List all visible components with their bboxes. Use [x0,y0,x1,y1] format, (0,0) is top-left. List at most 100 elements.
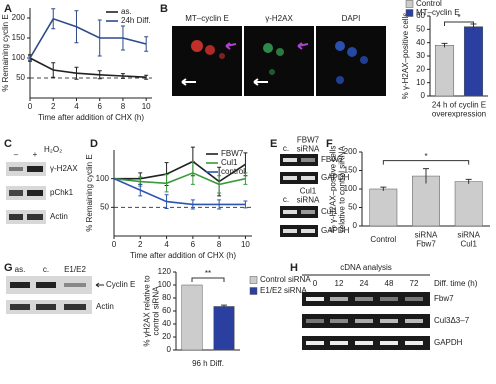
y-axis-label: % γ-H2AX–positive cells [401,13,410,100]
significance-label: ** [205,269,211,278]
x-tick-label: 4 [74,102,79,111]
x-tick-label: 8 [217,240,222,249]
panel-letter: D [90,138,98,150]
micrographs [172,26,386,96]
x-axis-label: 96 h Diff. [192,359,224,368]
bar [454,181,483,227]
panel-letter: A [4,3,12,15]
panel-letter: F [326,138,333,150]
legend-swatch [405,9,414,17]
blot-header: FBW7 siRNA [297,136,320,154]
x-tick-label: 4 [164,240,169,249]
blot-header: 12 [335,279,344,288]
x-tick-label: Control [370,235,396,244]
legend-label: Cul1 [221,158,238,167]
x-tick-label: 10 [241,240,250,249]
blot-header: – [14,150,19,159]
x-tick-label: 6 [97,102,102,111]
y-tick-label: 0 [167,345,172,354]
blot-header: E1/E2 [64,265,86,274]
x-tick-label: 0 [28,102,33,111]
error-bar [465,178,472,184]
error-bar [423,168,429,184]
blot-row-label: Fbw7 [434,294,454,303]
x-tick-label: 2 [51,102,56,111]
y-tick-label: 60 [416,11,425,20]
y-tick-label: 100 [96,174,110,183]
legend-label: control [221,167,245,176]
y-axis-label: % γH2AX relative tocontrol siRNA [143,275,161,347]
panel-letter: H [290,262,298,274]
bar [463,26,484,97]
bar [181,284,203,351]
y-tick-label: 20 [416,64,425,73]
legend-label: E1/E2 siRNA [260,286,307,295]
x-tick-label: 10 [142,102,151,111]
blot [280,154,318,237]
y-tick-label: 0 [353,221,358,230]
x-tick-label: 6 [191,240,196,249]
y-tick-label: 120 [158,267,172,276]
legend-label: FBW7 [221,149,244,158]
blot-title: cDNA analysis [340,263,392,272]
y-tick-label: 100 [344,184,358,193]
line-series [29,57,147,78]
y-tick-label: 50 [100,202,109,211]
blot-header: 48 [385,279,394,288]
error-bar [441,42,448,48]
x-tick-label: siRNA Cul1 [457,231,480,249]
blot-row-label: γ-H2AX [50,164,78,173]
significance-bracket [444,21,474,26]
blot-row-label: Actin [96,302,114,311]
y-tick-label: 10 [416,78,425,87]
line-series [114,160,246,183]
y-tick-label: 40 [416,38,425,47]
y-axis-label: % Remaining cyclin E [85,154,94,231]
x-tick-label: siRNA Fbw7 [415,231,438,249]
blot-row-label: pChk1 [50,188,74,197]
blot-row-label: GAPDH [434,338,463,347]
significance-label: * [424,152,427,161]
line-series [29,17,147,59]
blot-header: + [33,150,38,159]
y-tick-label: 20 [162,332,171,341]
blot [302,274,430,350]
x-tick-label: 8 [121,102,126,111]
micrograph-label: γ-H2AX [265,14,293,23]
blot-header: H₂O₂ [44,145,62,154]
blot-row-label: Actin [50,212,68,221]
y-tick-label: 150 [12,33,26,42]
micrograph-label: DAPI [342,14,361,23]
y-tick-label: 100 [12,53,26,62]
blot-header: Cul1 siRNA [297,187,320,205]
bar [369,188,398,227]
error-bar [243,172,248,185]
legend-swatch [249,287,258,295]
y-tick-label: 30 [416,51,425,60]
bar [412,175,440,227]
micrograph-label: MT–cyclin E [185,14,229,23]
y-tick-label: 50 [16,73,25,82]
x-tick-label: 2 [138,240,143,249]
significance-bracket [191,277,225,282]
significance-label: * [457,13,460,22]
legend-label: Control [416,0,442,8]
legend-swatch [405,0,414,8]
panel-letter: C [4,138,12,150]
blot-header: 0 [313,279,318,288]
y-tick-label: 40 [162,319,171,328]
legend-label: MT–cyclin E [416,8,460,17]
legend-label: 24h Diff. [121,16,151,25]
x-tick-label: 0 [112,240,117,249]
blot-header: c. [283,144,289,153]
y-tick-label: 50 [416,24,425,33]
blot-header: c. [43,265,49,274]
y-tick-label: 100 [158,280,172,289]
blot-header: 24 [360,279,369,288]
legend-label: Control siRNA [260,275,311,284]
bar [213,306,235,351]
error-bar [243,200,248,209]
panel-letter: G [4,262,13,274]
